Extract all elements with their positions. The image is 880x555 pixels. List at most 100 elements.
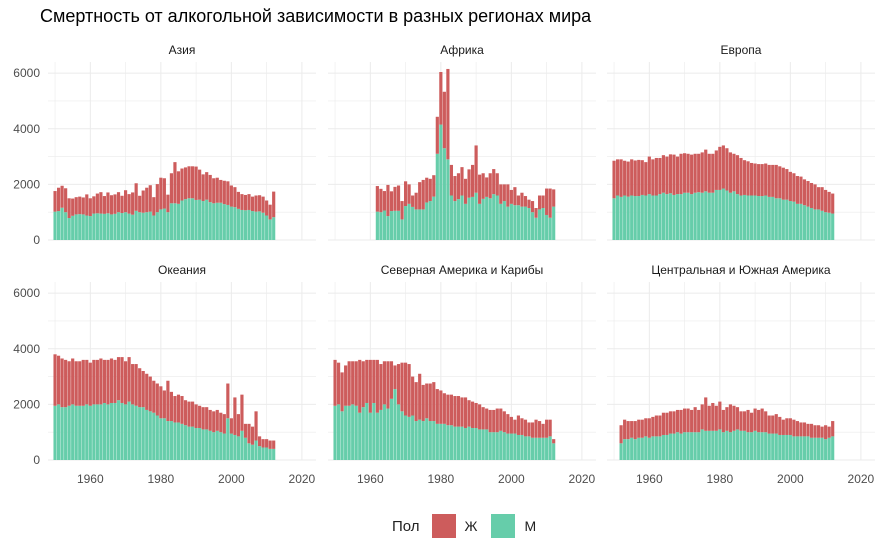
bar-female: [637, 159, 641, 197]
bar-male: [781, 434, 785, 460]
bar-male: [478, 429, 482, 460]
bar-male: [240, 209, 244, 240]
bar-female: [173, 396, 177, 423]
bar-female: [534, 419, 538, 438]
legend-item-male: М: [491, 514, 536, 538]
bar-male: [714, 189, 718, 240]
bar-male: [746, 432, 750, 460]
bar-female: [212, 411, 216, 433]
bar-female: [127, 357, 131, 402]
bar-male: [148, 211, 152, 240]
bar-female: [470, 401, 475, 429]
bar-female: [781, 419, 785, 435]
bar-male: [272, 448, 276, 460]
bar-female: [425, 383, 429, 419]
bar-female: [71, 198, 75, 216]
bar-male: [485, 429, 489, 460]
bar-female: [88, 198, 92, 217]
bar-male: [449, 425, 454, 460]
bar-female: [682, 408, 687, 433]
y-tick-label: 0: [33, 233, 40, 247]
bar-male: [481, 429, 485, 460]
bar-female: [123, 361, 128, 405]
bar-male: [626, 439, 630, 460]
bar-male: [247, 209, 251, 240]
bar-male: [265, 447, 269, 460]
bar-female: [208, 174, 212, 203]
bar-female: [612, 160, 616, 199]
bar-male: [453, 201, 457, 240]
bar-female: [654, 415, 658, 437]
bar-male: [527, 208, 531, 240]
bar-male: [651, 436, 655, 460]
bar-male: [824, 439, 828, 460]
bar-male: [351, 404, 355, 460]
bar-female: [651, 416, 655, 437]
bar-female: [813, 184, 817, 210]
bar-female: [194, 166, 198, 200]
bar-male: [488, 432, 492, 460]
bar-female: [735, 407, 740, 430]
bar-female: [159, 177, 163, 210]
bar-male: [668, 193, 673, 240]
bar-female: [145, 373, 149, 410]
bar-female: [749, 412, 754, 433]
bar-female: [697, 409, 701, 433]
bar-female: [718, 401, 722, 430]
bar-male: [400, 411, 404, 460]
bar-male: [340, 411, 344, 460]
bar-male: [506, 206, 510, 240]
bar-female: [120, 195, 124, 214]
bar-male: [176, 203, 181, 240]
bar-male: [155, 212, 159, 240]
bar-male: [74, 214, 78, 240]
bar-female: [99, 192, 103, 214]
bar-female: [499, 184, 503, 204]
x-tick-label: 2000: [498, 472, 525, 486]
bar-female: [201, 407, 205, 430]
bar-female: [60, 185, 64, 208]
bar-female: [802, 179, 807, 206]
bar-female: [665, 412, 669, 435]
bar-male: [95, 404, 99, 460]
bar-female: [407, 184, 411, 204]
bar-male: [658, 436, 662, 460]
bar-male: [396, 210, 401, 240]
bar-male: [403, 415, 408, 460]
bar-male: [788, 201, 792, 240]
bar-male: [120, 402, 124, 460]
bar-male: [757, 432, 761, 460]
bar-female: [152, 197, 156, 216]
bar-female: [548, 419, 552, 437]
x-tick-label: 1960: [77, 472, 104, 486]
bar-male: [467, 426, 471, 460]
bar-male: [523, 206, 528, 240]
bar-female: [816, 425, 821, 438]
bar-male: [802, 205, 807, 240]
bar-female: [138, 195, 142, 213]
bar-male: [421, 209, 425, 240]
bar-male: [492, 432, 496, 460]
bar-male: [113, 213, 117, 240]
bar-male: [336, 404, 341, 460]
bar-female: [134, 364, 138, 406]
bar-female: [647, 418, 651, 438]
bar-male: [541, 208, 545, 240]
bar-female: [439, 390, 443, 424]
bar-male: [173, 422, 177, 460]
bar-male: [760, 432, 764, 460]
bar-male: [261, 212, 265, 240]
bar-male: [222, 204, 226, 240]
bar-male: [183, 425, 188, 460]
bar-female: [809, 182, 814, 209]
bar-male: [545, 214, 549, 240]
bar-female: [633, 421, 637, 440]
bar-male: [183, 199, 188, 240]
bar-male: [523, 436, 528, 460]
bar-female: [176, 171, 181, 204]
bar-male: [728, 432, 733, 460]
bar-male: [732, 430, 736, 460]
bar-female: [113, 359, 117, 403]
bar-male: [456, 426, 461, 460]
bar-female: [215, 409, 219, 431]
